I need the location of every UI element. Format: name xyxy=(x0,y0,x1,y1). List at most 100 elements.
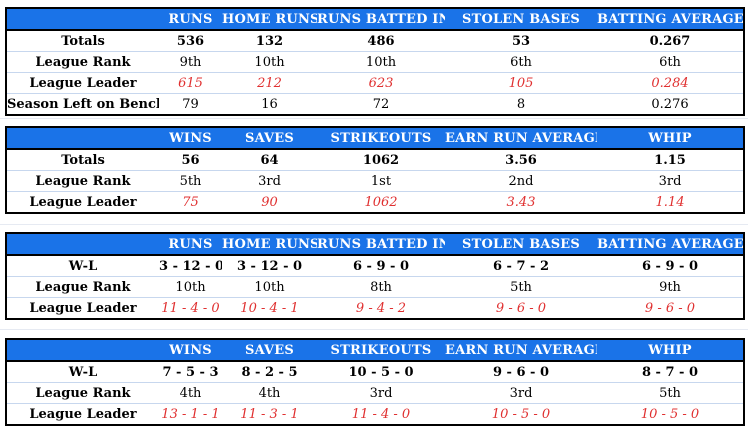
stat-cell: 8 - 2 - 5 xyxy=(222,361,317,383)
column-header: RUNS xyxy=(159,8,222,31)
stat-cell: 8 xyxy=(516,96,526,112)
stat-cell: 2nd xyxy=(445,170,597,192)
column-header: WHIP xyxy=(597,339,744,362)
stat-cell: 7 - 5 - 3 xyxy=(159,361,222,383)
header-row: RUNS HOME RUNS RUNS BATTED IN STOLEN BASES B… xyxy=(6,233,744,256)
stat-cell: 11 - 4 - 0 xyxy=(161,300,220,316)
stat-cell: 53 xyxy=(445,30,597,52)
stat-cell: 9 - 6 - 0 xyxy=(495,300,547,316)
column-header: STRIKEOUTS xyxy=(317,339,445,362)
stat-cell: 6th xyxy=(445,51,597,73)
stat-cell: 1st xyxy=(317,170,445,192)
stat-cell: 9 - 6 - 0 xyxy=(644,300,696,316)
stat-cell: 3rd xyxy=(317,382,445,404)
table-row: League Leader 615 212 623 105 0.284 xyxy=(6,72,744,94)
pitching-totals-table: WINS SAVES STRIKEOUTS EARN RUN AVERAGE WHIP T… xyxy=(5,126,745,214)
stat-cell: 10 - 5 - 0 xyxy=(317,361,445,383)
row-label: League Leader xyxy=(29,194,137,210)
hitting-totals-table: RUNS HOME RUNS RUNS BATTED IN STOLEN BASES B… xyxy=(5,7,745,116)
stat-cell: 3rd xyxy=(597,170,744,192)
stat-cell: 623 xyxy=(317,72,445,94)
stat-cell: 4th xyxy=(159,382,222,404)
column-header: BATTING AVERAGE xyxy=(597,8,744,31)
stat-cell: 4th xyxy=(222,382,317,404)
stat-cell: 16 xyxy=(261,96,278,112)
stat-cell: 10 - 5 - 0 xyxy=(640,406,700,422)
stat-cell: 13 - 1 - 1 xyxy=(161,406,220,422)
table-row: Totals 536 132 486 53 0.267 xyxy=(6,30,744,52)
row-label: League Rank xyxy=(6,382,159,404)
stat-cell: 64 xyxy=(222,149,317,171)
table-row: Season Left on Bench 79 16 72 8 0.276 xyxy=(6,94,744,116)
pitching-win-loss-table: WINS SAVES STRIKEOUTS EARN RUN AVERAGE WHIP W… xyxy=(5,338,745,426)
row-label: League Rank xyxy=(6,51,159,73)
stat-cell: 0.267 xyxy=(597,30,744,52)
table-row: Totals 56 64 1062 3.56 1.15 xyxy=(6,149,744,171)
stat-cell: 3 - 12 - 0 xyxy=(159,255,222,277)
stat-cell: 6 - 9 - 0 xyxy=(597,255,744,277)
stat-cell: 0.276 xyxy=(651,96,689,112)
column-header: HOME RUNS xyxy=(222,233,317,256)
column-header: STOLEN BASES xyxy=(445,8,597,31)
column-header: BATTING AVERAGE xyxy=(597,233,744,256)
stat-cell: 72 xyxy=(372,96,390,112)
stat-cell: 8th xyxy=(317,276,445,298)
stat-cell: 486 xyxy=(317,30,445,52)
stat-cell: 11 - 3 - 1 xyxy=(240,406,299,422)
row-label: League Leader xyxy=(29,300,137,316)
table-row: League Rank 5th 3rd 1st 2nd 3rd xyxy=(6,170,744,192)
row-label: League Leader xyxy=(29,406,137,422)
stat-cell: 75 xyxy=(182,194,199,210)
column-header: STRIKEOUTS xyxy=(317,127,445,150)
column-header: EARN RUN AVERAGE xyxy=(445,339,597,362)
stat-cell: 1062 xyxy=(364,194,398,210)
column-header: WHIP xyxy=(597,127,744,150)
stat-cell: 8 - 7 - 0 xyxy=(597,361,744,383)
stat-cell: 0.284 xyxy=(597,72,744,94)
column-header: SAVES xyxy=(222,339,317,362)
header-corner xyxy=(6,8,159,31)
stat-cell: 3rd xyxy=(445,382,597,404)
stat-cell: 10th xyxy=(317,51,445,73)
header-corner xyxy=(6,339,159,362)
stat-cell: 10 - 5 - 0 xyxy=(491,406,551,422)
stat-cell: 1.14 xyxy=(655,194,685,210)
table-row: League Rank 10th 10th 8th 5th 9th xyxy=(6,276,744,298)
row-label: League Rank xyxy=(6,170,159,192)
stat-cell: 10 - 4 - 1 xyxy=(240,300,299,316)
stat-cell: 56 xyxy=(159,149,222,171)
stat-cell: 9 - 6 - 0 xyxy=(445,361,597,383)
header-row: WINS SAVES STRIKEOUTS EARN RUN AVERAGE WHIP xyxy=(6,339,744,362)
stat-cell: 5th xyxy=(597,382,744,404)
stat-cell: 3rd xyxy=(222,170,317,192)
stat-cell: 132 xyxy=(222,30,317,52)
stat-cell: 212 xyxy=(222,72,317,94)
stat-cell: 79 xyxy=(182,96,199,112)
row-label: W-L xyxy=(6,255,159,277)
divider xyxy=(0,329,748,330)
header-corner xyxy=(6,127,159,150)
column-header: WINS xyxy=(159,339,222,362)
stat-cell: 9th xyxy=(597,276,744,298)
column-header: WINS xyxy=(159,127,222,150)
stat-cell: 5th xyxy=(159,170,222,192)
row-label: Totals xyxy=(6,149,159,171)
table-row: League Leader 75 90 1062 3.43 1.14 xyxy=(6,192,744,214)
stat-cell: 3.43 xyxy=(506,194,536,210)
row-label: League Leader xyxy=(6,72,159,94)
column-header: RUNS BATTED IN xyxy=(317,8,445,31)
stat-cell: 9th xyxy=(159,51,222,73)
stat-cell: 10th xyxy=(159,276,222,298)
column-header: EARN RUN AVERAGE xyxy=(445,127,597,150)
column-header: STOLEN BASES xyxy=(445,233,597,256)
table-row: League Leader 13 - 1 - 1 11 - 3 - 1 11 - 4 … xyxy=(6,404,744,426)
row-label: League Rank xyxy=(6,276,159,298)
stat-cell: 6 - 9 - 0 xyxy=(317,255,445,277)
stat-cell: 536 xyxy=(159,30,222,52)
stat-cell: 1.15 xyxy=(597,149,744,171)
header-row: RUNS HOME RUNS RUNS BATTED IN STOLEN BASES B… xyxy=(6,8,744,31)
stat-cell: 105 xyxy=(445,72,597,94)
row-label: Season Left on Bench xyxy=(7,96,159,112)
